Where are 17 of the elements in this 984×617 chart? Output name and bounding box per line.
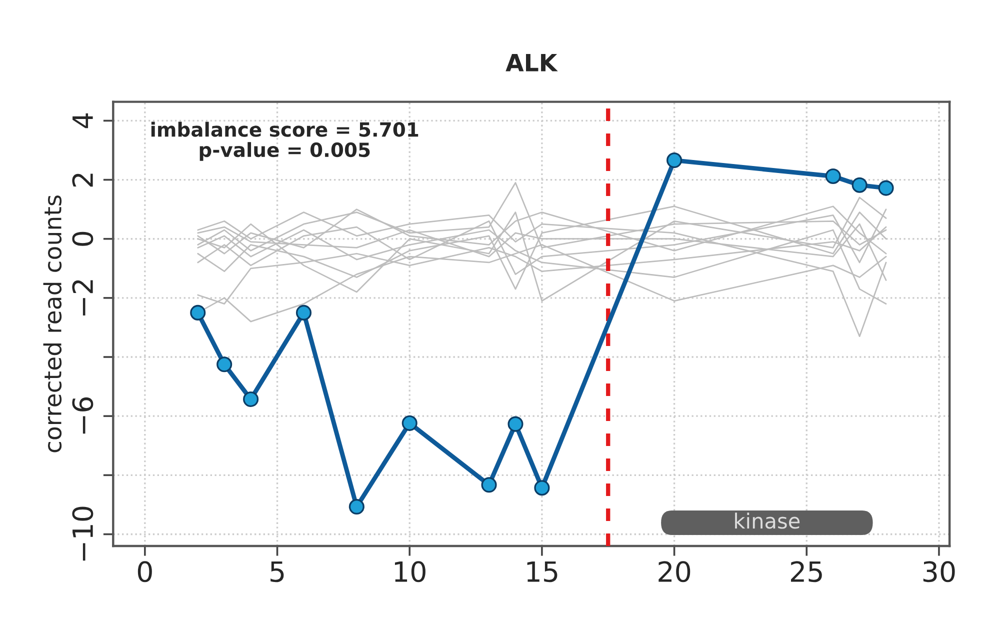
y-tick-label: 4: [72, 113, 93, 128]
x-tick-label: 0: [138, 561, 152, 582]
x-tick-label: 30: [923, 561, 955, 582]
x-tick-label: 15: [527, 561, 558, 582]
band-label: kinase: [735, 512, 800, 529]
chart-title: ALK: [506, 54, 558, 72]
y-axis-title: corrected read counts: [43, 195, 62, 452]
x-tick-label: 10: [394, 561, 426, 582]
x-tick-label: 5: [270, 561, 284, 582]
y-tick-label: 2: [72, 174, 93, 187]
y-tick-label: 0: [72, 232, 94, 246]
y-tick-label: −6: [72, 397, 94, 434]
x-tick-label: 20: [658, 561, 690, 582]
x-tick-label: 25: [790, 561, 822, 582]
annotation: imbalance score = 5.701 p-value = 0.005: [151, 122, 418, 161]
y-tick-label: −10: [72, 506, 94, 561]
y-tick-label: −2: [72, 280, 93, 316]
